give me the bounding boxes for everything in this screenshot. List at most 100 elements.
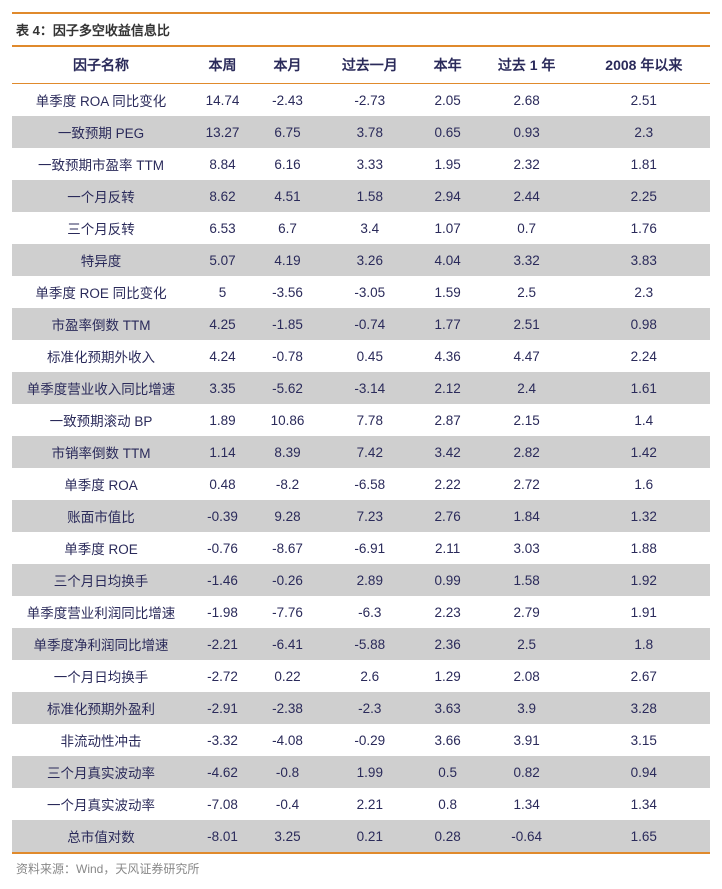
factor-name-cell: 一致预期滚动 BP	[12, 404, 190, 436]
col-since-2008: 2008 年以来	[578, 46, 710, 84]
value-cell: 0.93	[476, 116, 578, 148]
value-cell: 0.7	[476, 212, 578, 244]
factor-name-cell: 特异度	[12, 244, 190, 276]
value-cell: 1.88	[578, 532, 710, 564]
value-cell: 8.62	[190, 180, 255, 212]
value-cell: -8.01	[190, 820, 255, 853]
value-cell: 2.67	[578, 660, 710, 692]
value-cell: 1.07	[420, 212, 476, 244]
factor-name-cell: 总市值对数	[12, 820, 190, 853]
value-cell: -0.78	[255, 340, 320, 372]
value-cell: 3.91	[476, 724, 578, 756]
value-cell: 7.23	[320, 500, 420, 532]
col-this-month: 本月	[255, 46, 320, 84]
value-cell: -1.85	[255, 308, 320, 340]
value-cell: 2.32	[476, 148, 578, 180]
value-cell: -3.14	[320, 372, 420, 404]
value-cell: 1.34	[476, 788, 578, 820]
factor-name-cell: 单季度 ROE 同比变化	[12, 276, 190, 308]
table-body: 单季度 ROA 同比变化14.74-2.43-2.732.052.682.51一…	[12, 84, 710, 854]
value-cell: 2.6	[320, 660, 420, 692]
value-cell: 2.82	[476, 436, 578, 468]
value-cell: 0.21	[320, 820, 420, 853]
table-row: 总市值对数-8.013.250.210.28-0.641.65	[12, 820, 710, 853]
value-cell: 1.4	[578, 404, 710, 436]
value-cell: 3.15	[578, 724, 710, 756]
factor-name-cell: 一个月真实波动率	[12, 788, 190, 820]
value-cell: 2.3	[578, 116, 710, 148]
value-cell: -1.98	[190, 596, 255, 628]
value-cell: -6.41	[255, 628, 320, 660]
factor-name-cell: 单季度 ROA	[12, 468, 190, 500]
table-row: 一致预期市盈率 TTM8.846.163.331.952.321.81	[12, 148, 710, 180]
value-cell: 1.42	[578, 436, 710, 468]
value-cell: -7.76	[255, 596, 320, 628]
value-cell: 1.76	[578, 212, 710, 244]
value-cell: 3.78	[320, 116, 420, 148]
factor-name-cell: 一个月日均换手	[12, 660, 190, 692]
table-row: 一个月反转8.624.511.582.942.442.25	[12, 180, 710, 212]
value-cell: -7.08	[190, 788, 255, 820]
value-cell: 2.21	[320, 788, 420, 820]
value-cell: 2.68	[476, 84, 578, 117]
value-cell: 2.24	[578, 340, 710, 372]
value-cell: 2.36	[420, 628, 476, 660]
value-cell: 3.35	[190, 372, 255, 404]
value-cell: 1.58	[476, 564, 578, 596]
value-cell: 0.98	[578, 308, 710, 340]
table-row: 一致预期 PEG13.276.753.780.650.932.3	[12, 116, 710, 148]
value-cell: -6.3	[320, 596, 420, 628]
value-cell: -8.67	[255, 532, 320, 564]
value-cell: 1.29	[420, 660, 476, 692]
value-cell: -2.21	[190, 628, 255, 660]
value-cell: 1.14	[190, 436, 255, 468]
value-cell: 1.91	[578, 596, 710, 628]
value-cell: 4.19	[255, 244, 320, 276]
table-row: 一个月日均换手-2.720.222.61.292.082.67	[12, 660, 710, 692]
col-this-week: 本周	[190, 46, 255, 84]
value-cell: 3.33	[320, 148, 420, 180]
value-cell: -0.74	[320, 308, 420, 340]
value-cell: 2.89	[320, 564, 420, 596]
value-cell: 2.05	[420, 84, 476, 117]
value-cell: 1.34	[578, 788, 710, 820]
value-cell: -4.62	[190, 756, 255, 788]
value-cell: 2.11	[420, 532, 476, 564]
value-cell: 1.99	[320, 756, 420, 788]
table-row: 标准化预期外盈利-2.91-2.38-2.33.633.93.28	[12, 692, 710, 724]
value-cell: -3.05	[320, 276, 420, 308]
value-cell: -0.39	[190, 500, 255, 532]
factor-name-cell: 三个月真实波动率	[12, 756, 190, 788]
factor-name-cell: 一致预期 PEG	[12, 116, 190, 148]
factor-name-cell: 账面市值比	[12, 500, 190, 532]
value-cell: 0.48	[190, 468, 255, 500]
factor-name-cell: 标准化预期外收入	[12, 340, 190, 372]
value-cell: 4.47	[476, 340, 578, 372]
value-cell: 6.16	[255, 148, 320, 180]
value-cell: 0.5	[420, 756, 476, 788]
value-cell: 2.08	[476, 660, 578, 692]
value-cell: 4.04	[420, 244, 476, 276]
factor-name-cell: 单季度营业利润同比增速	[12, 596, 190, 628]
value-cell: 3.26	[320, 244, 420, 276]
value-cell: 1.84	[476, 500, 578, 532]
value-cell: 2.94	[420, 180, 476, 212]
value-cell: 7.78	[320, 404, 420, 436]
value-cell: -2.43	[255, 84, 320, 117]
value-cell: 1.77	[420, 308, 476, 340]
factor-name-cell: 标准化预期外盈利	[12, 692, 190, 724]
table-row: 单季度 ROA0.48-8.2-6.582.222.721.6	[12, 468, 710, 500]
value-cell: 6.7	[255, 212, 320, 244]
value-cell: 1.89	[190, 404, 255, 436]
value-cell: 1.61	[578, 372, 710, 404]
table-row: 账面市值比-0.399.287.232.761.841.32	[12, 500, 710, 532]
value-cell: 2.5	[476, 628, 578, 660]
value-cell: 0.22	[255, 660, 320, 692]
table-row: 三个月反转6.536.73.41.070.71.76	[12, 212, 710, 244]
value-cell: -0.76	[190, 532, 255, 564]
value-cell: -3.32	[190, 724, 255, 756]
table-row: 单季度净利润同比增速-2.21-6.41-5.882.362.51.8	[12, 628, 710, 660]
value-cell: 0.99	[420, 564, 476, 596]
table-row: 单季度 ROE-0.76-8.67-6.912.113.031.88	[12, 532, 710, 564]
factor-name-cell: 单季度 ROA 同比变化	[12, 84, 190, 117]
